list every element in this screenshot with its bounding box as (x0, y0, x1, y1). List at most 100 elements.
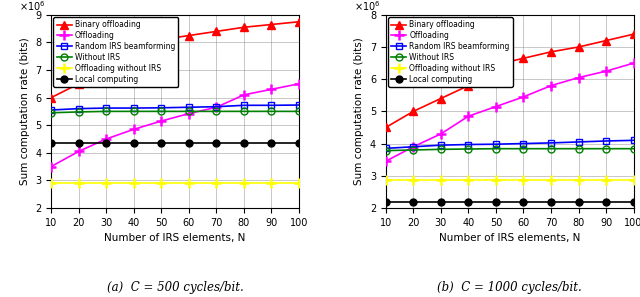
Y-axis label: Sum computation rate (bits): Sum computation rate (bits) (20, 37, 29, 185)
Binary offloading (520, 56, 527, 60)
Binary offloading (602, 39, 610, 42)
Without IRS (602, 147, 610, 151)
Without IRS (547, 147, 555, 151)
Random IRS beamforming (240, 104, 248, 107)
Offloading (240, 93, 248, 97)
Without IRS (130, 110, 138, 113)
Random IRS beamforming (212, 105, 220, 108)
Offloading without IRS (492, 178, 500, 181)
Without IRS (47, 111, 55, 115)
Offloading (437, 132, 445, 136)
Binary offloading (130, 39, 138, 43)
Local computing (437, 200, 445, 204)
Random IRS beamforming (547, 141, 555, 145)
Offloading without IRS (240, 181, 248, 185)
Offloading without IRS (157, 181, 165, 185)
Offloading without IRS (547, 178, 555, 181)
Local computing (575, 200, 582, 204)
Without IRS (575, 147, 582, 151)
Random IRS beamforming (602, 139, 610, 143)
Binary offloading (382, 126, 390, 129)
Binary offloading (295, 20, 303, 23)
Offloading (410, 145, 417, 148)
Line: Random IRS beamforming: Random IRS beamforming (382, 137, 637, 152)
Offloading (602, 69, 610, 73)
Local computing (602, 200, 610, 204)
Without IRS (240, 110, 248, 113)
Offloading without IRS (185, 181, 193, 185)
Random IRS beamforming (492, 143, 500, 146)
Without IRS (268, 110, 275, 113)
Offloading without IRS (268, 181, 275, 185)
Local computing (240, 141, 248, 145)
Binary offloading (492, 63, 500, 67)
Offloading (212, 105, 220, 109)
Without IRS (102, 110, 110, 113)
Random IRS beamforming (295, 103, 303, 107)
Random IRS beamforming (185, 105, 193, 109)
Binary offloading (185, 34, 193, 37)
Offloading without IRS (630, 178, 637, 181)
Offloading (185, 112, 193, 115)
Line: Local computing: Local computing (48, 140, 303, 146)
Text: $\times 10^6$: $\times 10^6$ (353, 0, 380, 13)
Offloading (630, 61, 637, 65)
X-axis label: Number of IRS elements, N: Number of IRS elements, N (439, 233, 580, 243)
Random IRS beamforming (382, 147, 390, 150)
Y-axis label: Sum computation rate (bits): Sum computation rate (bits) (355, 37, 364, 185)
Without IRS (157, 110, 165, 113)
Offloading (575, 76, 582, 79)
Offloading without IRS (295, 181, 303, 185)
Random IRS beamforming (465, 143, 472, 146)
Text: (b)  C = 1000 cycles/bit.: (b) C = 1000 cycles/bit. (437, 281, 582, 294)
Local computing (295, 141, 303, 145)
Line: Without IRS: Without IRS (382, 145, 637, 154)
Offloading (295, 82, 303, 86)
Binary offloading (630, 32, 637, 36)
Line: Offloading without IRS: Offloading without IRS (46, 178, 304, 188)
Offloading (102, 137, 110, 141)
Binary offloading (268, 23, 275, 26)
Binary offloading (157, 38, 165, 42)
Legend: Binary offloading, Offloading, Random IRS beamforming, Without IRS, Offloading w: Binary offloading, Offloading, Random IR… (388, 17, 513, 87)
Offloading (47, 165, 55, 168)
Offloading (75, 150, 83, 153)
Without IRS (630, 147, 637, 151)
Line: Offloading without IRS: Offloading without IRS (381, 175, 639, 184)
Binary offloading (102, 46, 110, 50)
Binary offloading (212, 30, 220, 33)
Random IRS beamforming (75, 107, 83, 110)
Without IRS (410, 148, 417, 152)
Local computing (268, 141, 275, 145)
Offloading without IRS (465, 178, 472, 181)
Random IRS beamforming (575, 140, 582, 144)
Without IRS (212, 110, 220, 113)
Offloading without IRS (382, 178, 390, 181)
Offloading (382, 159, 390, 163)
Local computing (465, 200, 472, 204)
Offloading without IRS (47, 181, 55, 185)
Binary offloading (575, 45, 582, 49)
Random IRS beamforming (47, 108, 55, 112)
Offloading (547, 84, 555, 87)
Text: (a)  C = 500 cycles/bit.: (a) C = 500 cycles/bit. (107, 281, 243, 294)
Without IRS (295, 110, 303, 113)
Without IRS (382, 149, 390, 152)
Random IRS beamforming (102, 106, 110, 110)
Offloading without IRS (130, 181, 138, 185)
Local computing (382, 200, 390, 204)
Offloading without IRS (410, 178, 417, 181)
Binary offloading (47, 96, 55, 99)
Without IRS (520, 147, 527, 151)
Without IRS (492, 147, 500, 151)
Random IRS beamforming (157, 106, 165, 110)
Offloading (268, 88, 275, 91)
Random IRS beamforming (410, 145, 417, 148)
Binary offloading (465, 84, 472, 87)
Random IRS beamforming (630, 138, 637, 142)
Line: Offloading: Offloading (381, 58, 639, 166)
Line: Binary offloading: Binary offloading (47, 18, 303, 102)
Offloading without IRS (212, 181, 220, 185)
Without IRS (437, 148, 445, 151)
Offloading (130, 127, 138, 131)
